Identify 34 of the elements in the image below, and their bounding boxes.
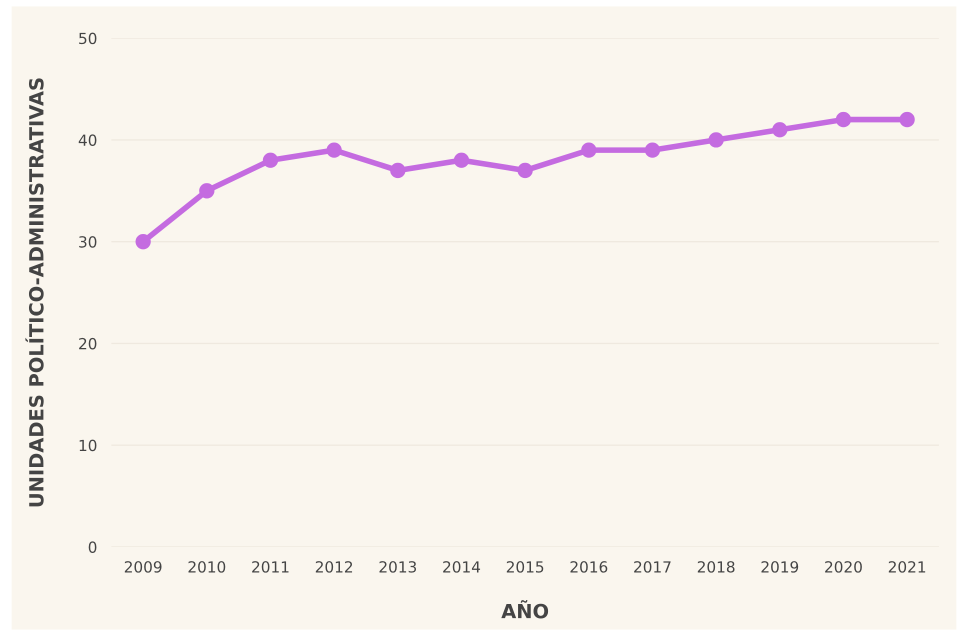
x-axis-title: AÑO	[501, 600, 548, 618]
y-tick-label: 0	[88, 541, 96, 553]
x-tick-label: 2014	[443, 561, 480, 573]
point	[772, 122, 788, 138]
point	[644, 142, 660, 158]
point	[390, 162, 406, 178]
point	[199, 183, 214, 198]
point	[708, 132, 724, 148]
point	[581, 142, 596, 158]
x-tick-label: 2017	[634, 561, 671, 573]
point	[899, 112, 915, 128]
point	[326, 142, 342, 158]
x-tick-label: 2019	[761, 561, 798, 573]
x-tick-label: 2015	[506, 561, 544, 573]
point	[136, 234, 151, 250]
x-tick-label: 2016	[570, 561, 608, 573]
y-tick-label: 30	[79, 236, 96, 248]
point	[518, 162, 533, 178]
y-axis-title: UNIDADES POLÍTICO-ADMINISTRATIVAS	[25, 78, 44, 506]
x-tick-label: 2020	[825, 561, 862, 573]
y-tick-label: 40	[78, 134, 96, 146]
y-tick-label: 20	[79, 338, 96, 350]
x-tick-label: 2009	[124, 561, 162, 573]
y-tick-label: 50	[79, 32, 96, 44]
x-tick-label: 2011	[252, 561, 289, 573]
x-tick-label: 2021	[888, 561, 926, 573]
x-tick-label: 2013	[379, 561, 416, 573]
y-tick-label: 10	[80, 440, 96, 452]
point	[454, 152, 470, 168]
x-tick-label: 2012	[316, 561, 352, 573]
x-tick-label: 2010	[188, 561, 226, 573]
point	[836, 112, 852, 128]
point	[262, 152, 278, 168]
x-tick-label: 2018	[698, 561, 735, 573]
